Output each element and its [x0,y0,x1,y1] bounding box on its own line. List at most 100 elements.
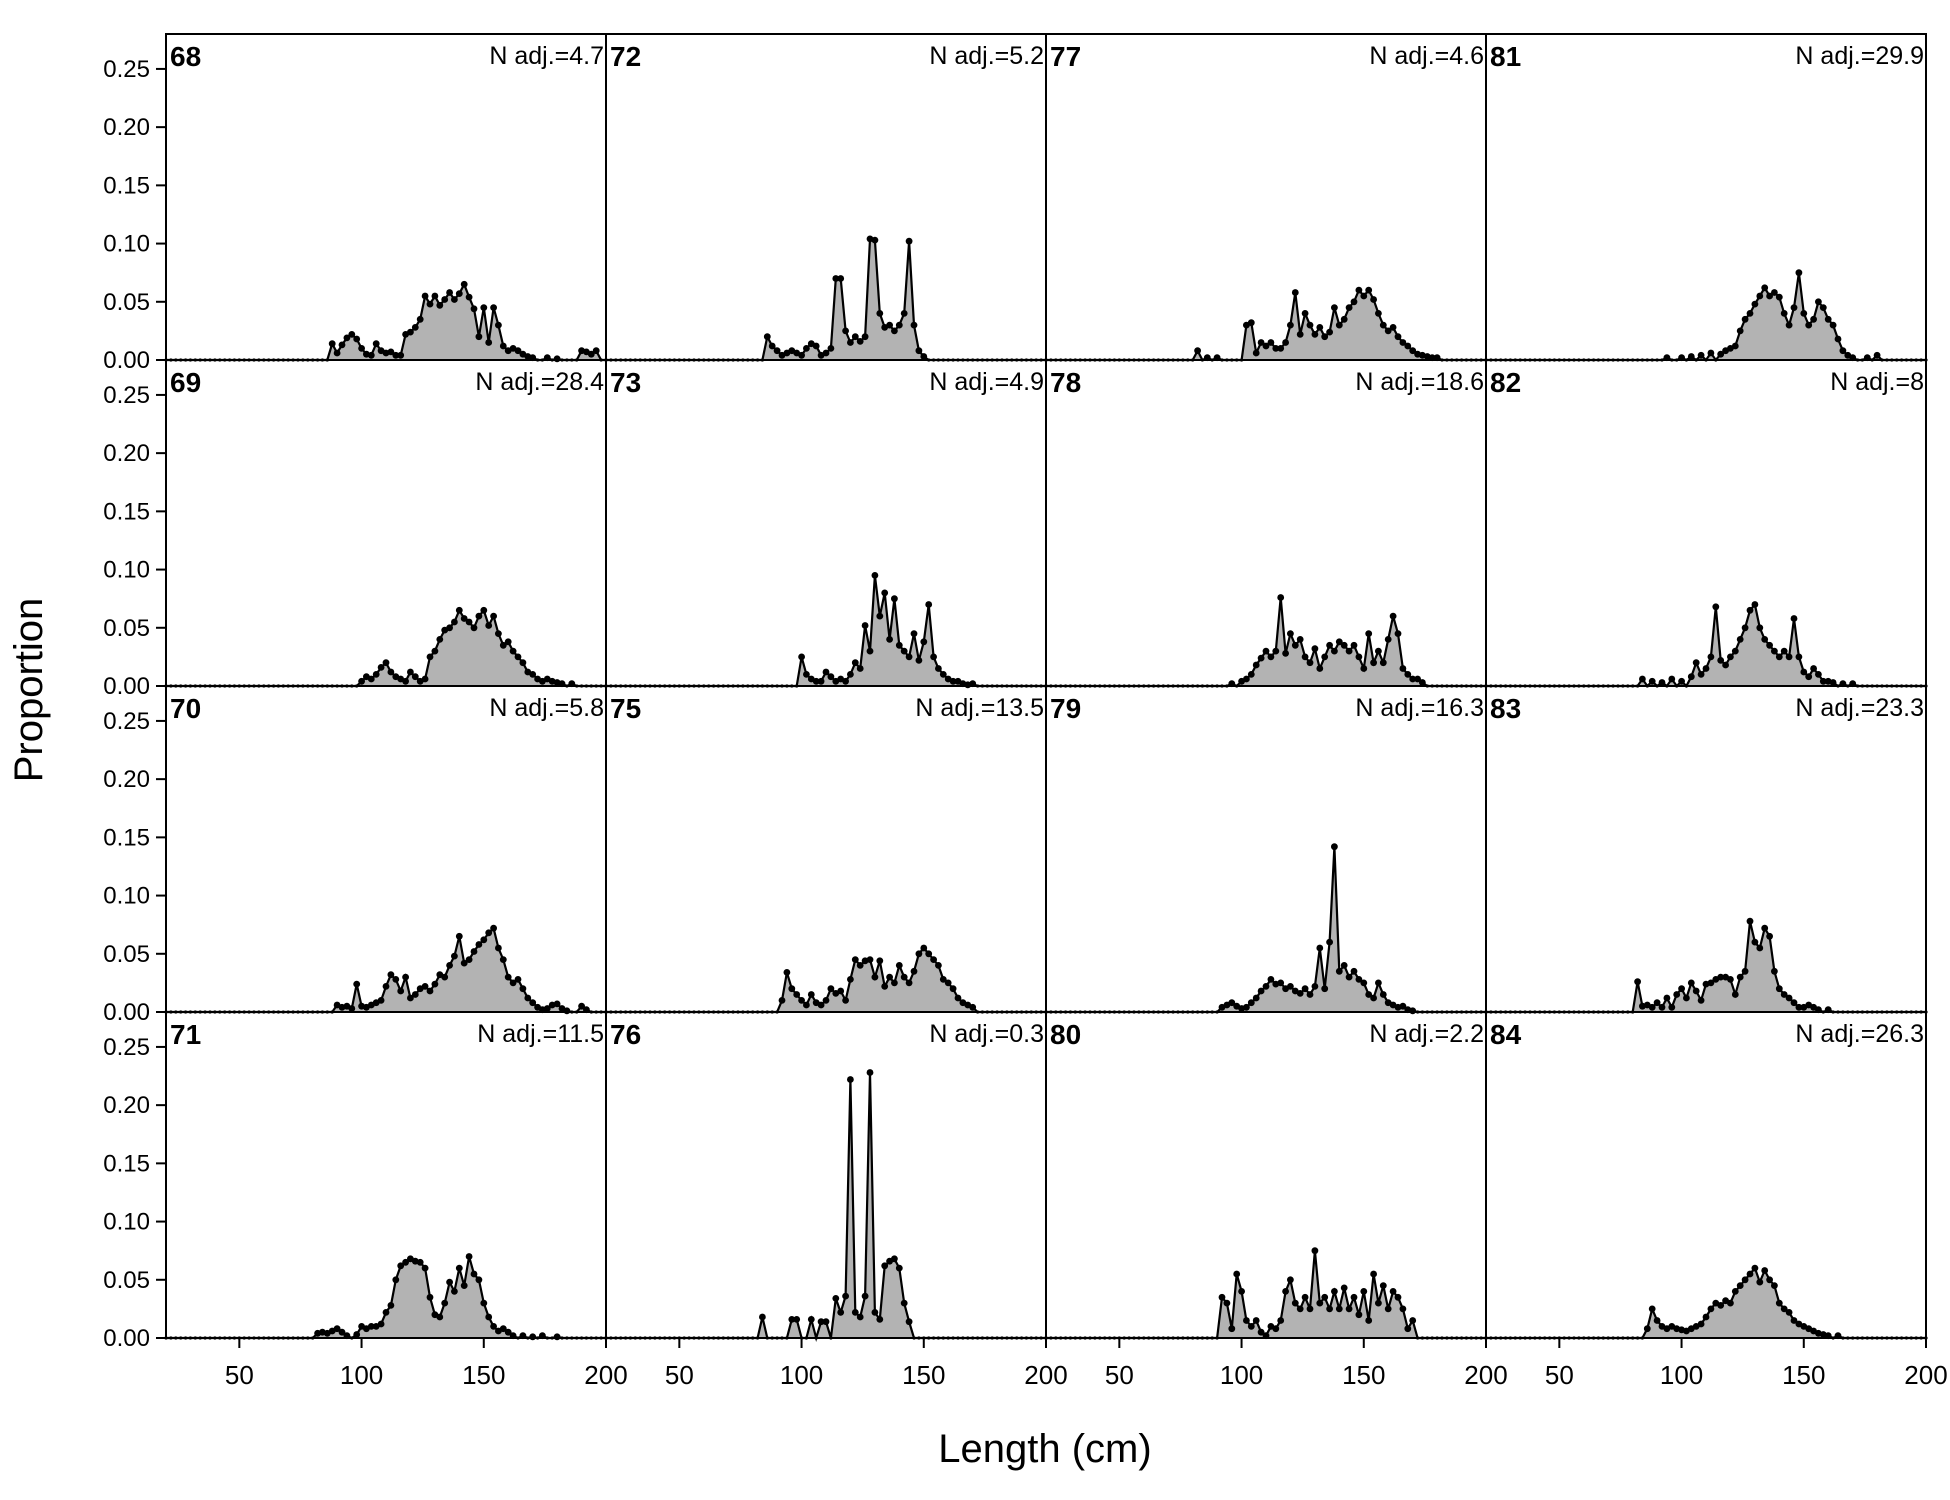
x-axis-label: Length (cm) [938,1427,1151,1471]
data-point [1687,979,1695,987]
data-point [1815,671,1822,678]
data-point [812,677,820,685]
data-point [1824,315,1832,323]
data-point [1678,677,1685,685]
data-point [905,979,913,987]
data-point [480,936,488,944]
panel-n-adj-label: N adj.=4.6 [1369,42,1484,70]
data-point [1731,1288,1739,1295]
data-point [788,1316,796,1323]
data-point [1692,987,1700,995]
data-point [1678,985,1685,993]
data-point [1707,653,1715,661]
data-point [1648,1305,1656,1313]
data-point [900,310,908,317]
data-point [1756,1278,1764,1286]
panel-label: 81 [1490,41,1521,72]
x-tick-label: 50 [225,1360,254,1390]
data-point [431,647,439,655]
y-tick-label: 0.10 [103,883,150,910]
data-point [1384,1305,1392,1313]
data-point [1746,606,1754,614]
panel-label: 78 [1050,367,1081,398]
data-point [837,1309,845,1316]
data-point [455,1264,463,1272]
data-point [397,987,405,995]
data-point [783,969,791,976]
data-point [470,1270,478,1278]
data-point [1331,647,1338,655]
y-tick-label: 0.15 [103,172,150,199]
data-point [416,315,424,323]
data-point [847,671,854,678]
panel-n-adj-label: N adj.=8 [1830,368,1924,396]
data-point [1399,1002,1407,1010]
data-point [1243,1317,1250,1324]
y-tick-label: 0.25 [103,708,150,735]
data-point [1775,293,1783,301]
data-point [367,1323,375,1330]
data-point [891,979,898,987]
data-point [1419,679,1426,686]
data-point [475,333,483,341]
data-point [1692,659,1700,667]
data-point [1805,321,1813,329]
data-point [1399,665,1407,672]
data-point [514,976,522,983]
panel-70-area [166,928,606,1012]
data-point [553,1333,561,1341]
data-point [1350,641,1358,649]
data-point [402,973,409,981]
data-point [436,1313,444,1321]
data-point [905,1318,913,1326]
data-point [1340,1284,1348,1292]
panel-73: 73 N adj.=4.9 [604,359,1048,689]
data-point [1301,653,1309,661]
data-point [798,653,805,661]
data-point [431,292,439,300]
data-point [1389,324,1397,331]
data-point [1404,1325,1412,1333]
panel-80: 80 N adj.=2.2 50 100 150 200 [1044,1011,1508,1390]
data-point [1722,661,1729,669]
data-point [856,962,864,969]
data-point [519,985,527,993]
data-point [460,280,468,288]
data-point [1228,999,1236,1007]
data-point [1736,1282,1744,1289]
y-tick-label: 0.00 [103,673,150,700]
data-point [842,1292,849,1300]
data-point [1409,347,1417,355]
data-point [460,959,468,967]
data-point [851,956,859,963]
data-point [1360,665,1368,672]
data-point [1335,967,1343,975]
data-point [1634,978,1641,986]
data-point [358,677,365,685]
data-point [1384,327,1392,335]
data-point [504,973,512,981]
data-point [920,353,928,360]
x-tick-label: 150 [462,1360,505,1390]
data-point [1340,641,1348,649]
data-point [812,342,820,350]
y-tick-label: 0.00 [103,999,150,1026]
data-point [514,347,522,355]
data-point [1805,673,1813,681]
data-point [1301,310,1309,317]
data-point [1252,349,1260,357]
data-point [935,962,942,969]
data-point [817,1318,825,1326]
data-point [1365,991,1373,998]
data-point [1194,347,1201,355]
data-point [851,1309,859,1316]
data-point [529,671,537,678]
data-point [1370,1270,1377,1278]
panel-border [1485,359,1927,687]
data-point [773,347,781,355]
data-point [866,956,874,963]
data-point [935,665,942,672]
data-point [1771,1282,1778,1289]
data-point [480,1299,488,1307]
data-point [1746,310,1754,317]
